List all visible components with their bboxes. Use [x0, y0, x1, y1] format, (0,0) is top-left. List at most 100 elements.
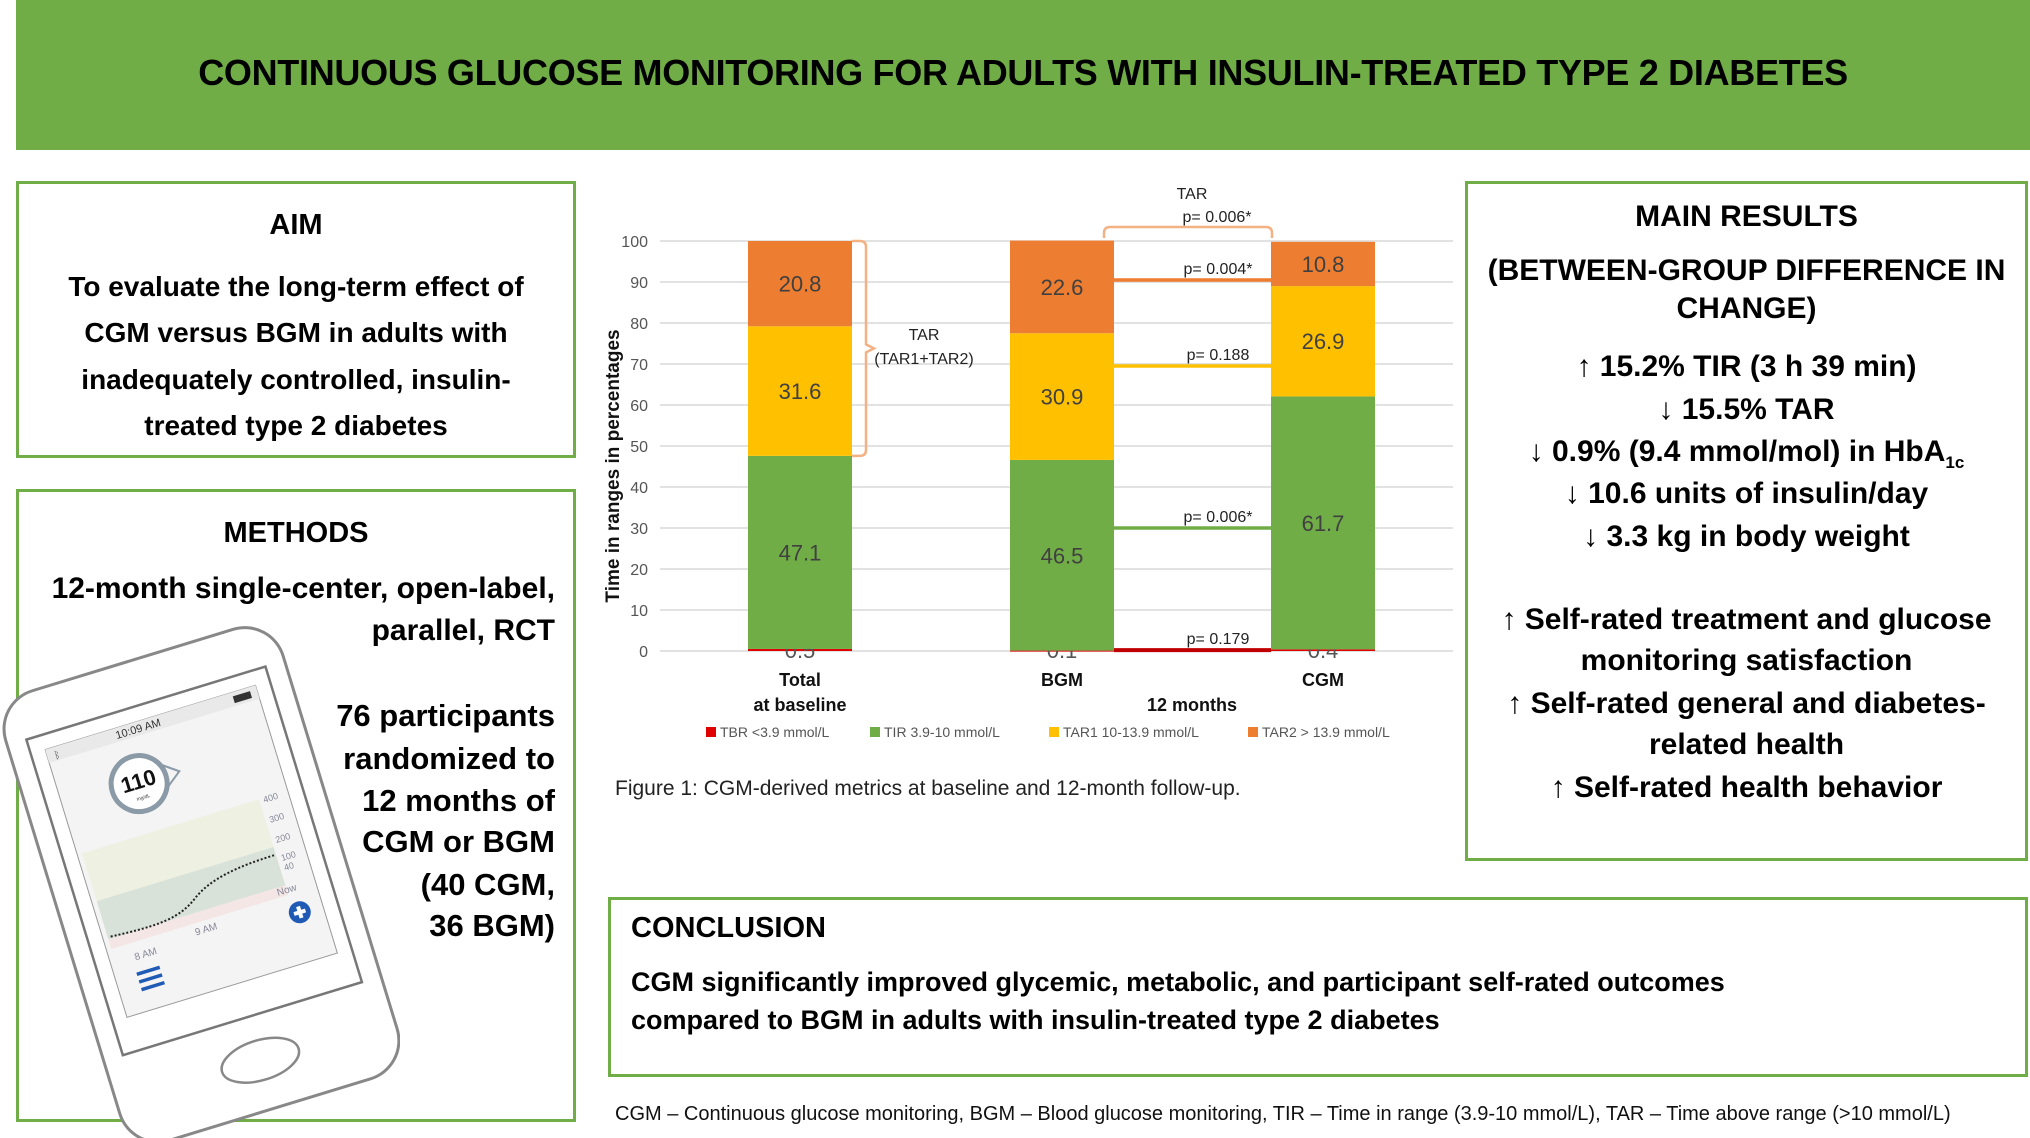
aim-text-line: CGM versus BGM in adults with: [84, 317, 508, 348]
bar-segment: [1271, 241, 1375, 287]
participants-line: CGM or BGM: [362, 824, 555, 859]
aim-panel: AIM To evaluate the long-term effect of …: [16, 181, 576, 458]
tar-comparison-bracket: [1102, 225, 1274, 238]
aim-title: AIM: [269, 209, 323, 241]
y-tick-label: 40: [630, 480, 648, 497]
title-banner: CONTINUOUS GLUCOSE MONITORING FOR ADULTS…: [16, 0, 2030, 150]
participants-line: randomized to: [343, 741, 555, 776]
p-value-label: p= 0.006*: [1184, 509, 1253, 526]
y-tick-label: 70: [630, 357, 648, 374]
y-tick-label: 80: [630, 316, 648, 333]
phone-y-tick: 300: [268, 811, 285, 825]
p-value-label: p= 0.188: [1187, 347, 1250, 364]
glucose-unit: mg/dL: [136, 793, 151, 803]
data-label: 30.9: [1041, 385, 1084, 410]
battery-icon: [232, 691, 253, 704]
bracket-label: (TAR1+TAR2): [874, 351, 973, 368]
bar-segment: [1010, 333, 1114, 460]
self-rated-text: Self-rated general and diabetes-: [1530, 687, 1986, 720]
p-value-label: p= 0.004*: [1184, 261, 1253, 278]
bar-segment: [748, 648, 852, 651]
y-tick-label: 20: [630, 562, 648, 579]
y-tick-label: 60: [630, 398, 648, 415]
menu-icon: [136, 965, 165, 992]
participants-line: 36 BGM): [429, 908, 555, 943]
bar-segment: [1271, 396, 1375, 650]
y-tick-label: 30: [630, 521, 648, 538]
phone-y-tick: 40: [283, 860, 296, 872]
data-label: 61.7: [1302, 511, 1345, 536]
hba1c-subscript: 1c: [1945, 453, 1965, 472]
phone-y-tick: 400: [262, 791, 279, 805]
self-rated-outcome-line: ↑ Self-rated health behavior: [1468, 771, 2025, 805]
result-metric: ↓ 15.5% TAR: [1468, 393, 2025, 427]
y-axis-label: Time in ranges in percentages: [603, 329, 624, 602]
self-rated-outcome-line: monitoring satisfaction: [1468, 644, 2025, 678]
x-tick-label: CGM: [1302, 670, 1344, 690]
legend-swatch: [706, 727, 716, 737]
result-metric-text: 0.9% (9.4 mmol/mol) in HbA: [1552, 435, 1946, 468]
methods-design-line: 12-month single-center, open-label,: [51, 572, 555, 605]
x-group-label: 12 months: [1147, 695, 1237, 715]
conclusion-text-line: CGM significantly improved glycemic, met…: [631, 967, 1725, 997]
home-button: [220, 1036, 301, 1084]
methods-title: METHODS: [223, 517, 369, 549]
data-label: 26.9: [1302, 329, 1345, 354]
add-icon: [288, 901, 311, 924]
glucose-trend-line: [110, 854, 275, 938]
result-metric-text: 3.3 kg in body weight: [1606, 520, 1910, 553]
legend-entry: TAR1 10-13.9 mmol/L: [1063, 724, 1199, 740]
bar-segment: [748, 326, 852, 456]
data-label: 31.6: [779, 379, 822, 404]
legend-swatch: [1049, 727, 1059, 737]
self-rated-text: related health: [1648, 728, 1845, 761]
data-label: 22.6: [1041, 275, 1084, 300]
results-subtitle-line: (BETWEEN-GROUP DIFFERENCE IN: [1487, 254, 2006, 287]
result-metric: ↓ 3.3 kg in body weight: [1468, 520, 2025, 554]
result-metric: ↑ 15.2% TIR (3 h 39 min): [1468, 350, 2025, 384]
x-tick-label: at baseline: [753, 695, 846, 715]
y-tick-label: 50: [630, 439, 648, 456]
y-tick-label: 10: [630, 603, 648, 620]
y-tick-label: 100: [621, 234, 648, 251]
data-label: 10.8: [1302, 252, 1345, 277]
time-in-range-chart: 0 10 20 30 40 50 60 70 80 90 100 0.5 47.1 31.6 20.8 To…: [590, 170, 1470, 750]
bar-segment: [748, 241, 852, 327]
methods-design-line: parallel, RCT: [371, 614, 555, 647]
figure-caption: Figure 1: CGM-derived metrics at baselin…: [615, 777, 1241, 800]
arrow-up-icon: ↑: [1501, 603, 1517, 636]
aim-text-line: To evaluate the long-term effect of: [68, 271, 524, 302]
bracket-label: TAR: [1177, 186, 1208, 203]
self-rated-text: Self-rated treatment and glucose: [1524, 603, 1992, 636]
poster-title: CONTINUOUS GLUCOSE MONITORING FOR ADULTS…: [198, 52, 1848, 93]
self-rated-outcome-line: ↑ Self-rated general and diabetes-: [1468, 687, 2025, 721]
legend-entry: TIR 3.9-10 mmol/L: [884, 724, 1000, 740]
arrow-up-icon: ↑: [1550, 771, 1566, 804]
arrow-up-icon: ↑: [1507, 687, 1523, 720]
glucose-reading-dial: [108, 753, 170, 815]
bar-segment: [748, 455, 852, 649]
result-metric-text: 15.5% TAR: [1681, 393, 1835, 426]
conclusion-title: CONCLUSION: [631, 912, 826, 944]
p-value-label: p= 0.006*: [1183, 209, 1252, 226]
bar-segment: [1271, 649, 1375, 651]
conclusion-text-line: compared to BGM in adults with insulin-t…: [631, 1005, 1440, 1035]
x-tick-label: BGM: [1041, 670, 1083, 690]
result-metric-text: 15.2% TIR (3 h 39 min): [1599, 350, 1917, 383]
bluetooth-icon: ᛒ: [53, 750, 62, 762]
self-rated-outcome-line: related health: [1468, 728, 2025, 762]
aim-text-line: inadequately controlled, insulin-: [81, 364, 511, 395]
arrow-down-icon: ↓: [1658, 393, 1674, 426]
participants-line: 12 months of: [362, 783, 555, 818]
legend-entry: TAR2 > 13.9 mmol/L: [1262, 724, 1390, 740]
bracket-label: TAR: [909, 327, 940, 344]
result-metric: ↓ 10.6 units of insulin/day: [1468, 477, 2025, 511]
result-metric-text: 10.6 units of insulin/day: [1588, 477, 1929, 510]
data-label: 20.8: [779, 272, 822, 297]
data-label: 47.1: [779, 540, 822, 565]
legend-entry: TBR <3.9 mmol/L: [720, 724, 830, 740]
self-rated-outcome-line: ↑ Self-rated treatment and glucose: [1468, 603, 2025, 637]
p-value-label: p= 0.179: [1187, 631, 1250, 648]
legend-swatch: [1248, 727, 1258, 737]
